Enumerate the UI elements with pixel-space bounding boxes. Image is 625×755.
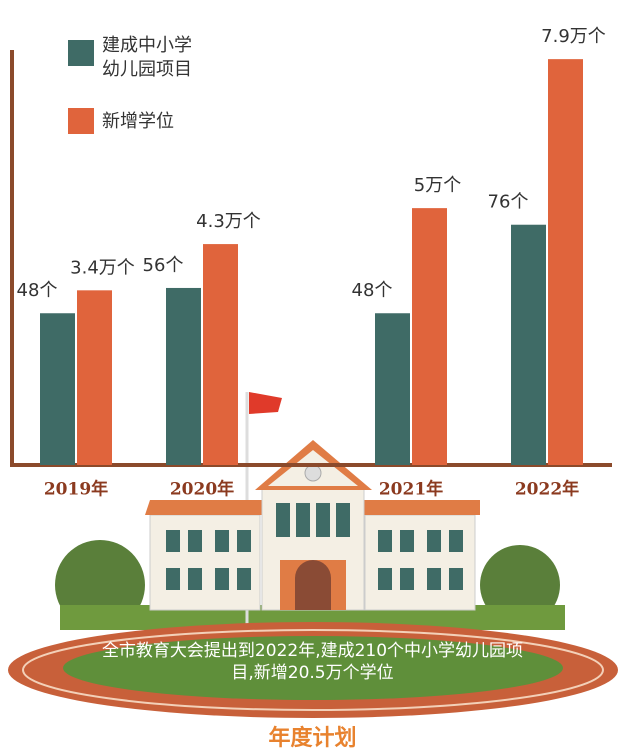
data-label: 56个 [143, 255, 184, 276]
bar [203, 244, 238, 465]
bar [166, 287, 201, 465]
legend-swatch [68, 108, 94, 134]
x-tick-label: 2022年 [515, 479, 579, 500]
bar [375, 313, 410, 465]
x-tick-label: 2020年 [170, 479, 234, 500]
data-label: 48个 [17, 280, 58, 301]
legend-label: 建成中小学幼儿园项目 [102, 35, 192, 80]
illustration [8, 392, 618, 718]
legend-label: 新增学位 [102, 111, 174, 132]
data-label: 48个 [352, 280, 393, 301]
bar [511, 224, 546, 465]
bar [548, 59, 583, 465]
annotation: 全市教育大会提出到2022年,建成210个中小学幼儿园项目,新增20.5万个学位 [101, 641, 524, 683]
data-label: 3.4万个 [70, 257, 135, 278]
data-label: 5万个 [414, 175, 461, 196]
bar [40, 313, 75, 465]
data-label: 76个 [488, 192, 529, 213]
x-tick-label: 2019年 [44, 479, 108, 500]
footer: 年度计划 [268, 726, 357, 751]
data-label: 7.9万个 [541, 26, 606, 47]
x-tick-label: 2021年 [379, 479, 443, 500]
data-label: 4.3万个 [196, 211, 261, 232]
bar [412, 208, 447, 465]
bar [77, 290, 112, 465]
legend-swatch [68, 40, 94, 66]
